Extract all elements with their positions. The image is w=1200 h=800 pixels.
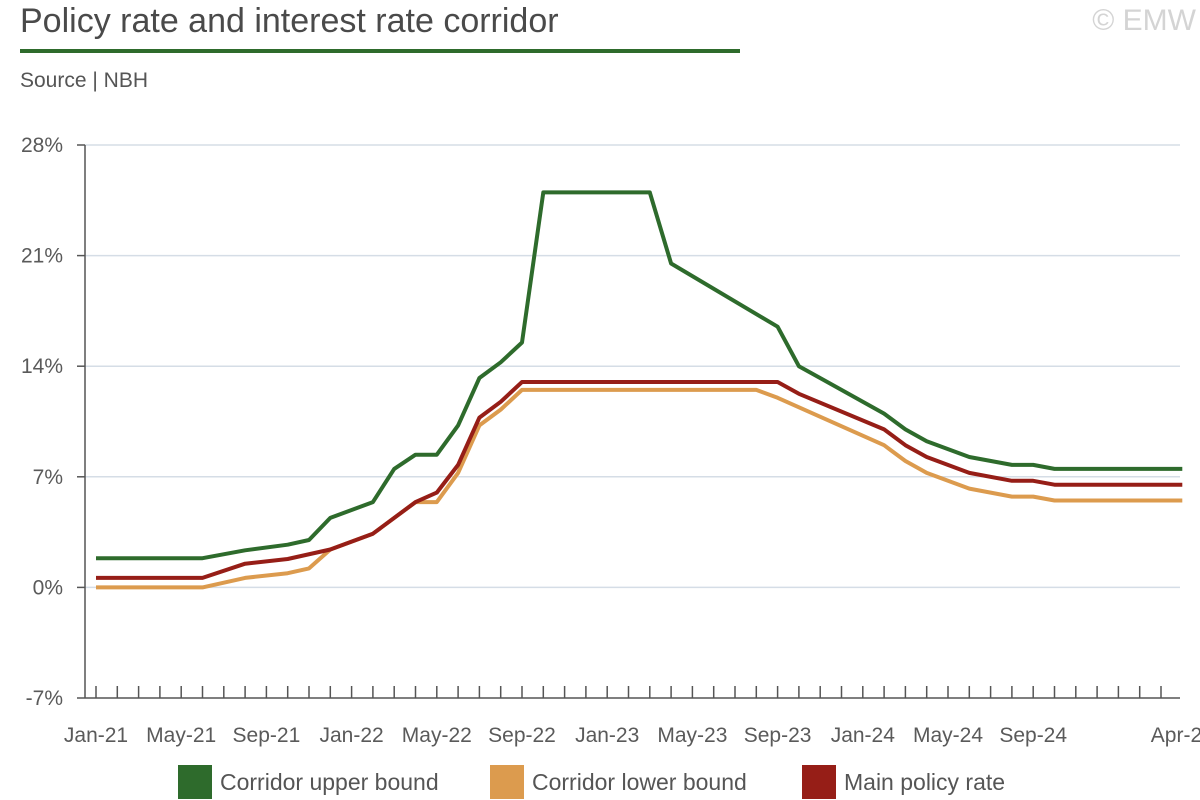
legend-swatch-policy bbox=[802, 765, 836, 799]
legend-label-lower: Corridor lower bound bbox=[532, 768, 747, 795]
x-tick-label: Sep-24 bbox=[999, 724, 1067, 747]
x-tick-label: Apr-25 bbox=[1151, 724, 1200, 747]
copyright-watermark: © EMW bbox=[1092, 4, 1196, 37]
x-tick-label: Jan-22 bbox=[319, 724, 383, 747]
x-tick-label: May-24 bbox=[913, 724, 983, 747]
series-line-policy bbox=[96, 380, 1183, 580]
x-tick-label: Sep-21 bbox=[233, 724, 301, 747]
x-tick-label: Jan-21 bbox=[64, 724, 128, 747]
chart-source: Source | NBH bbox=[20, 69, 148, 92]
legend-label-upper: Corridor upper bound bbox=[220, 768, 439, 795]
legend-item-lower: Corridor lower bound bbox=[490, 764, 747, 800]
legend-item-policy: Main policy rate bbox=[802, 764, 1005, 800]
y-tick-label: 0% bbox=[33, 576, 63, 599]
series-line-upper bbox=[96, 190, 1183, 561]
gridlines bbox=[85, 144, 1180, 589]
series-line-lower bbox=[96, 387, 1183, 590]
axes: -7% 0% 7% 14% 21% 28% Jan-21 May-21 Sep-21 Jan-22… bbox=[21, 134, 1200, 747]
legend-swatch-lower bbox=[490, 765, 524, 799]
legend: Corridor upper bound Corridor lower boun… bbox=[0, 764, 1200, 800]
x-tick-label: Sep-23 bbox=[744, 724, 812, 747]
y-tick-label: -7% bbox=[26, 687, 63, 710]
y-tick-label: 28% bbox=[21, 134, 63, 157]
series-lines bbox=[96, 190, 1183, 590]
x-tick-label: Jan-23 bbox=[575, 724, 639, 747]
y-tick-label: 14% bbox=[21, 355, 63, 378]
legend-label-policy: Main policy rate bbox=[844, 768, 1006, 795]
x-tick-label: May-23 bbox=[657, 724, 727, 747]
title-underline bbox=[20, 49, 740, 53]
legend-item-upper: Corridor upper bound bbox=[178, 764, 439, 800]
y-tick-label: 7% bbox=[33, 466, 63, 489]
legend-swatch-upper bbox=[178, 765, 212, 799]
chart-title: Policy rate and interest rate corridor bbox=[20, 2, 559, 40]
x-tick-label: Jan-24 bbox=[831, 724, 896, 747]
x-tick-label: May-21 bbox=[146, 724, 216, 747]
y-tick-label: 21% bbox=[21, 245, 63, 268]
x-tick-label: May-22 bbox=[402, 724, 472, 747]
x-tick-label: Sep-22 bbox=[488, 724, 556, 747]
